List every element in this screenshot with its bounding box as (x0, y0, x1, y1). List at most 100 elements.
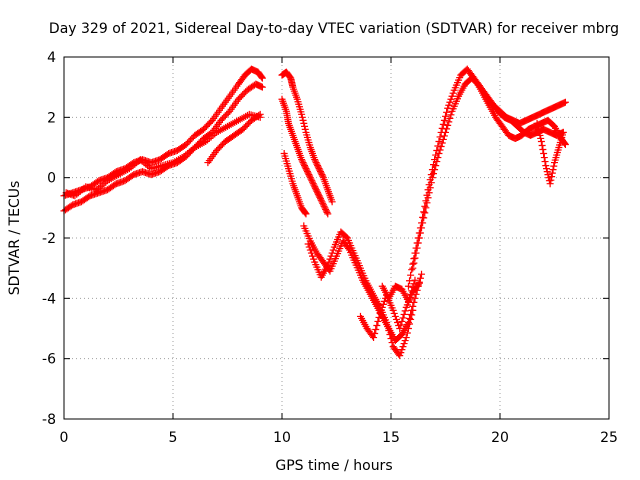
data-point (392, 315, 400, 323)
data-point (539, 146, 547, 154)
x-tick-label: 25 (600, 430, 618, 446)
data-point (434, 154, 442, 162)
data-point (307, 249, 315, 257)
data-point (315, 192, 323, 200)
data-point (305, 243, 313, 251)
data-point (561, 98, 569, 106)
data-point (373, 321, 381, 329)
data-point (319, 172, 327, 180)
data-point (298, 113, 306, 121)
data-point (549, 166, 557, 174)
data-point (317, 168, 325, 176)
data-point (537, 134, 545, 142)
data-point (399, 343, 407, 351)
data-point (321, 204, 329, 212)
data-point (376, 309, 384, 317)
data-point (540, 154, 548, 162)
data-point (304, 169, 312, 177)
data-point (409, 306, 417, 314)
data-point (435, 150, 443, 158)
data-point (302, 210, 310, 218)
data-point (407, 271, 415, 279)
data-point (301, 162, 309, 170)
data-point (534, 122, 542, 130)
data-point (329, 246, 337, 254)
data-point (538, 141, 546, 149)
data-point (301, 163, 309, 171)
data-point (410, 259, 418, 267)
data-point (421, 202, 429, 210)
data-point (446, 98, 454, 106)
data-point (408, 311, 416, 319)
data-point (342, 233, 350, 241)
data-point (448, 92, 456, 100)
data-point (308, 177, 316, 185)
data-point (542, 162, 550, 170)
data-point (406, 320, 414, 328)
y-axis-label: SDTVAR / TECUs (7, 181, 23, 296)
chart-title: Day 329 of 2021, Sidereal Day-to-day VTE… (49, 21, 619, 37)
data-point (300, 119, 308, 127)
data-point (447, 95, 455, 103)
data-point (443, 108, 451, 116)
data-point (471, 76, 479, 84)
data-point (299, 116, 307, 124)
data-point (390, 309, 398, 317)
data-point (322, 205, 330, 213)
data-point (439, 135, 447, 143)
data-point (305, 171, 313, 179)
data-point (316, 166, 324, 174)
data-point (409, 264, 417, 272)
data-point (446, 114, 454, 122)
data-point (301, 209, 309, 217)
data-point (374, 317, 382, 325)
data-point (379, 300, 387, 308)
y-tick-label: -8 (42, 412, 56, 428)
y-tick-label: -2 (42, 231, 56, 247)
data-point (407, 290, 415, 298)
data-point (546, 180, 554, 188)
data-point (306, 172, 314, 180)
data-point (419, 219, 427, 227)
data-point (443, 125, 451, 133)
data-point (561, 139, 569, 147)
data-point (444, 121, 452, 129)
data-point (313, 160, 321, 168)
data-point (207, 118, 215, 126)
data-point (389, 306, 397, 314)
data-point (399, 314, 407, 322)
tick-labels: 0 5 10 15 20 25 -8 -6 -4 -2 0 2 4 (42, 50, 618, 446)
data-point (536, 131, 544, 139)
data-point (442, 112, 449, 120)
data-point (433, 158, 441, 166)
data-point (258, 74, 266, 82)
x-tick-label: 15 (382, 430, 400, 446)
data-point (537, 137, 545, 145)
data-point (324, 261, 332, 269)
data-point (533, 119, 541, 127)
data-point (544, 171, 552, 179)
data-point (447, 111, 455, 119)
data-point (316, 193, 324, 201)
data-point (421, 209, 429, 217)
data-point (388, 339, 396, 347)
data-point (385, 327, 393, 335)
data-point (396, 352, 404, 360)
data-point (318, 171, 326, 179)
data-point (256, 110, 264, 118)
data-point (370, 334, 378, 342)
data-point (418, 224, 426, 232)
data-point (309, 180, 317, 188)
data-point (301, 125, 309, 133)
data-point (298, 110, 306, 118)
data-point (312, 186, 320, 194)
data-point (378, 303, 386, 311)
data-point (430, 170, 438, 178)
data-point (309, 252, 317, 260)
data-point (317, 169, 325, 177)
data-point (314, 190, 322, 198)
data-point (428, 174, 436, 182)
data-point (314, 189, 322, 197)
data-point (255, 111, 263, 119)
data-point (300, 160, 308, 168)
